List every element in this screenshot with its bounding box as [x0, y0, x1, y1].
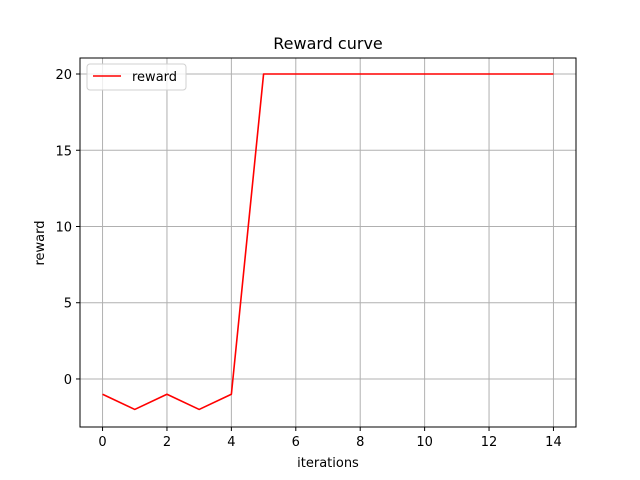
chart-title: Reward curve: [273, 34, 383, 53]
series-line-reward: [102, 73, 554, 411]
x-tick-label: 6: [292, 435, 300, 450]
x-tick-label: 2: [163, 435, 171, 450]
x-tick-label: 14: [545, 435, 562, 450]
legend: reward: [86, 63, 187, 91]
x-tick-label: 12: [481, 435, 498, 450]
legend-box: [86, 63, 187, 91]
plot-area-frame: [79, 57, 577, 428]
y-axis-ticks: 0 5 10 15 20: [55, 68, 80, 388]
y-tick-label: 20: [55, 68, 72, 83]
x-tick-label: 0: [98, 435, 106, 450]
grid-lines: [80, 58, 576, 427]
legend-label-reward: reward: [132, 70, 177, 85]
x-tick-label: 10: [416, 435, 433, 450]
x-tick-label: 8: [356, 435, 364, 450]
x-tick-label: 4: [227, 435, 235, 450]
x-axis-title: iterations: [297, 456, 359, 471]
x-axis-ticks: 0 2 4 6 8 10 12 14: [98, 427, 562, 450]
y-tick-label: 5: [64, 297, 72, 312]
y-axis-title: reward: [33, 220, 48, 265]
y-tick-label: 0: [64, 373, 72, 388]
y-tick-label: 10: [55, 220, 72, 235]
y-tick-label: 15: [55, 144, 72, 159]
